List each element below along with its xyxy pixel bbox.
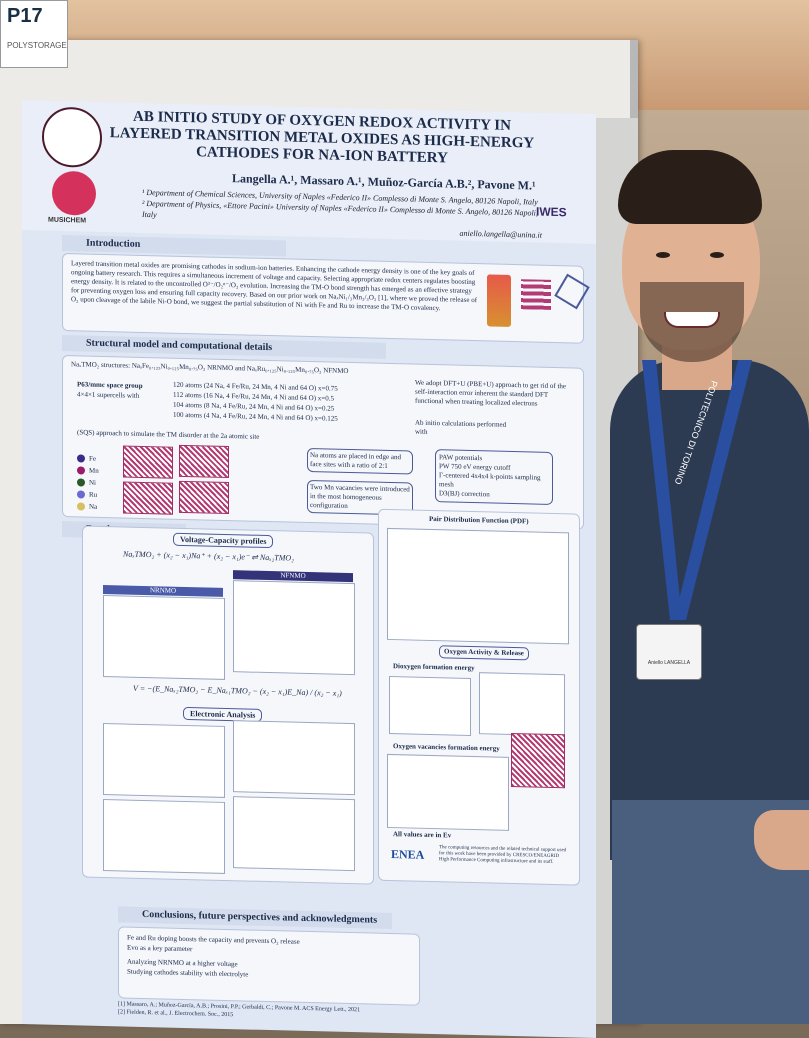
board-tag-code: P17 <box>7 5 43 27</box>
sqs-structure-1 <box>123 445 173 479</box>
university-seal-logo <box>42 106 102 168</box>
dos-plot-2 <box>233 720 355 796</box>
structural-panel: NaₓTMO₂ structures: NaₓFe₀.₁₂₅Ni₀.₁₂₅Mn₀… <box>62 354 584 530</box>
intro-panel: Layered transition metal oxides are prom… <box>62 252 590 344</box>
vacancy-table <box>387 753 509 831</box>
legend-label-ru: Ru <box>89 490 98 499</box>
voltage-panel: Voltage-Capacity profiles NaₓTMO₂ + (x₂ … <box>82 525 374 885</box>
name-badge <box>636 624 702 680</box>
structural-header: NaₓTMO₂ structures: NaₓFe₀.₁₂₅Ni₀.₁₂₅Mn₀… <box>71 360 349 375</box>
pdf-plot <box>387 527 569 645</box>
legend-label-na: Na <box>89 502 98 511</box>
space-group: P63/mmc space group <box>77 380 143 390</box>
voltage-title: Voltage-Capacity profiles <box>173 532 274 549</box>
conclusions-panel: Fe and Ru doping boosts the capacity and… <box>118 926 420 1006</box>
dioxygen-figure-2 <box>479 672 565 737</box>
person-sweater <box>610 360 809 860</box>
person-left-eye <box>656 252 670 258</box>
enea-logo: ENEA <box>391 847 425 862</box>
person-hand <box>754 810 809 870</box>
battery-icon <box>487 274 511 327</box>
supercell: 4×4×1 supercells with <box>77 390 140 400</box>
sqs-text: (SQS) approach to simulate the TM disord… <box>77 428 260 441</box>
structure-icon <box>521 279 551 310</box>
nfnmo-voltage-plot <box>233 580 355 676</box>
lanyard: POLITECNICO DI TORINO <box>642 360 752 620</box>
dioxygen-title: Dioxygen formation energy <box>393 662 475 673</box>
musichem-logo-text: MUSICHEM <box>48 216 87 225</box>
lanyard-strap-right <box>674 360 752 620</box>
legend-dot-mn <box>77 466 85 475</box>
pdf-panel: Pair Distribution Function (PDF) Oxygen … <box>378 508 580 886</box>
paw-item-4: D3(BJ) correction <box>439 489 490 499</box>
voltage-equation: NaₓTMO₂ + (x₂ − x₁)Na⁺ + (x₂ − x₁)e⁻ ⇌ N… <box>123 549 294 563</box>
legend-label-mn: Mn <box>89 466 99 475</box>
vacancy-note: All values are in Ev <box>393 830 452 840</box>
musichem-logo <box>52 170 96 216</box>
poster: MUSICHEM AB INITIO STUDY OF OXYGEN REDOX… <box>22 100 596 1038</box>
conclusion-2: Evo as a key parameter <box>127 943 193 954</box>
sqs-structure-4 <box>179 480 229 515</box>
legend-dot-ni <box>77 478 85 487</box>
nrnmo-voltage-plot <box>103 594 225 680</box>
intro-text: Layered transition metal oxides are prom… <box>71 259 478 313</box>
conclusion-4: Studying cathodes stability with electro… <box>127 967 249 979</box>
board-tag: P17 POLYSTORAGE <box>0 0 68 68</box>
vasp-text: Ab initio calculations performed with <box>415 418 507 436</box>
dos-plot-4 <box>233 796 355 872</box>
legend-label-ni: Ni <box>89 478 96 487</box>
pdf-title: Pair Distribution Function (PDF) <box>429 514 529 526</box>
iwes-logo: IWES <box>536 204 567 220</box>
oxygen-title: Oxygen Activity & Release <box>439 645 529 661</box>
section-conclusions: Conclusions, future perspectives and ack… <box>118 906 392 930</box>
paw-list: PAW potentials PW 750 eV energy cutoff Γ… <box>435 449 553 505</box>
dos-plot-3 <box>103 798 225 874</box>
legend-label-fe: Fe <box>89 454 96 463</box>
sqs-structure-2 <box>179 444 229 479</box>
na-note: Na atoms are placed in edge and face sit… <box>307 447 413 475</box>
person-hair <box>618 150 762 224</box>
dos-plot-1 <box>103 722 225 798</box>
voltage-formula: V = −(E_Naₓ₂TMO₂ − E_Naₓ₁TMO₂ − (x₂ − x₁… <box>133 683 342 698</box>
hexagon-icon <box>554 273 590 310</box>
legend-dot-ru <box>77 490 85 499</box>
lanyard-strap-left <box>642 360 682 620</box>
poster-title: AB INITIO STUDY OF OXYGEN REDOX ACTIVITY… <box>109 108 535 167</box>
vacancy-structure <box>511 732 565 789</box>
person-smile <box>664 312 720 328</box>
acknowledgment-text: The computing resources and the related … <box>439 845 567 865</box>
legend-dot-na <box>77 502 85 511</box>
sqs-structure-3 <box>123 481 173 515</box>
vacancy-title: Oxygen vacancies formation energy <box>393 742 500 753</box>
person-right-eye <box>710 252 724 258</box>
dioxygen-figure-1 <box>389 675 471 736</box>
badge-name: Aniello LANGELLA <box>647 660 691 666</box>
dft-text: We adopt DFT+U (PBE+U) approach to get r… <box>415 378 566 408</box>
board-tag-sub: POLYSTORAGE <box>7 41 67 50</box>
legend-dot-fe <box>77 454 85 463</box>
